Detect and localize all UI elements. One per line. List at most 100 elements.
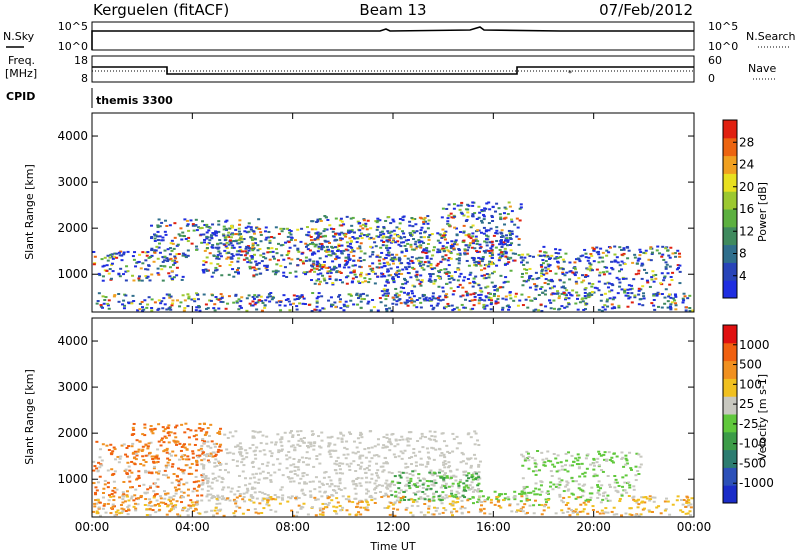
power-cell bbox=[419, 284, 423, 287]
power-cell bbox=[362, 219, 366, 222]
velocity-cell bbox=[589, 496, 593, 499]
power-cell bbox=[409, 276, 413, 279]
power-cell bbox=[318, 265, 322, 268]
y-tick-label: 4000 bbox=[57, 129, 88, 143]
power-cell bbox=[359, 300, 363, 303]
velocity-cell bbox=[375, 472, 379, 475]
power-cell bbox=[264, 299, 268, 302]
velocity-cell bbox=[414, 493, 418, 496]
power-cell bbox=[299, 240, 303, 243]
velocity-cell bbox=[377, 476, 381, 479]
power-cell bbox=[543, 251, 547, 254]
power-cell bbox=[608, 297, 612, 300]
power-cell bbox=[253, 232, 257, 235]
velocity-cell bbox=[236, 490, 240, 493]
power-cell bbox=[507, 261, 511, 264]
power-cell bbox=[431, 249, 435, 252]
power-cell bbox=[613, 259, 617, 262]
power-cell bbox=[445, 272, 449, 275]
velocity-cell bbox=[474, 457, 478, 460]
velocity-cell bbox=[478, 510, 482, 513]
power-cell bbox=[617, 306, 621, 309]
power-cell bbox=[544, 278, 548, 281]
velocity-cell bbox=[477, 463, 481, 466]
velocity-cell bbox=[302, 441, 306, 444]
power-cell bbox=[471, 240, 475, 243]
power-cell bbox=[247, 222, 251, 225]
velocity-cell bbox=[376, 469, 380, 472]
power-cell bbox=[391, 260, 395, 263]
velocity-cell bbox=[251, 465, 255, 468]
power-cell bbox=[465, 294, 469, 297]
power-cell bbox=[324, 235, 328, 238]
power-cell bbox=[528, 275, 532, 278]
power-cell bbox=[234, 293, 238, 296]
power-cell bbox=[482, 226, 486, 229]
velocity-cell bbox=[136, 497, 140, 500]
power-cell bbox=[170, 304, 174, 307]
power-cell bbox=[369, 227, 373, 230]
velocity-cell bbox=[120, 507, 124, 510]
power-cell bbox=[503, 243, 507, 246]
velocity-cell bbox=[388, 513, 392, 516]
power-cell bbox=[455, 234, 459, 237]
power-cell bbox=[282, 271, 286, 274]
power-cell bbox=[375, 235, 379, 238]
power-cell bbox=[420, 279, 424, 282]
power-cell bbox=[581, 300, 585, 303]
power-cell bbox=[500, 245, 504, 248]
power-cell bbox=[168, 253, 172, 256]
power-cell bbox=[369, 236, 373, 239]
power-cell bbox=[266, 251, 270, 254]
velocity-cell bbox=[318, 507, 322, 510]
velocity-cell bbox=[235, 496, 239, 499]
power-cell bbox=[386, 288, 390, 291]
velocity-cell bbox=[560, 509, 564, 512]
velocity-cell bbox=[423, 492, 427, 495]
power-cell bbox=[166, 248, 170, 251]
power-cell bbox=[186, 223, 190, 226]
power-cell bbox=[147, 256, 151, 259]
power-cell bbox=[254, 242, 258, 245]
power-cell bbox=[336, 250, 340, 253]
noise-panel-frame bbox=[91, 21, 695, 51]
velocity-cell bbox=[373, 445, 377, 448]
power-cell bbox=[164, 219, 168, 222]
power-cell bbox=[222, 225, 226, 228]
velocity-cell bbox=[498, 493, 502, 496]
velocity-cell bbox=[628, 484, 632, 487]
power-cell bbox=[441, 207, 445, 210]
power-cell bbox=[124, 294, 128, 297]
power-cell bbox=[636, 259, 640, 262]
velocity-cell bbox=[676, 495, 680, 498]
power-cell bbox=[410, 234, 414, 237]
velocity-cell bbox=[605, 459, 609, 462]
velocity-cell bbox=[520, 493, 524, 496]
power-cell bbox=[437, 298, 441, 301]
power-cell bbox=[386, 270, 390, 273]
power-cell bbox=[153, 251, 157, 254]
velocity-cell bbox=[128, 469, 132, 472]
power-cell bbox=[498, 248, 502, 251]
velocity-cell bbox=[374, 492, 378, 495]
power-cell bbox=[274, 269, 278, 272]
power-cell bbox=[187, 229, 191, 232]
power-cell bbox=[310, 253, 314, 256]
power-cell bbox=[505, 256, 509, 259]
power-cell bbox=[238, 305, 242, 308]
power-cell bbox=[540, 269, 544, 272]
velocity-cell bbox=[308, 480, 312, 483]
power-cell bbox=[175, 244, 179, 247]
velocity-cell bbox=[518, 492, 522, 495]
power-cell bbox=[557, 295, 561, 298]
power-cell bbox=[657, 292, 661, 295]
velocity-cell bbox=[462, 489, 466, 492]
power-cell bbox=[519, 206, 523, 209]
power-cell bbox=[122, 251, 126, 254]
velocity-cell bbox=[459, 478, 463, 481]
power-cell bbox=[165, 224, 169, 227]
velocity-cell bbox=[598, 512, 602, 515]
velocity-cell bbox=[592, 475, 596, 478]
velocity-cell bbox=[233, 493, 237, 496]
power-cell bbox=[617, 304, 621, 307]
